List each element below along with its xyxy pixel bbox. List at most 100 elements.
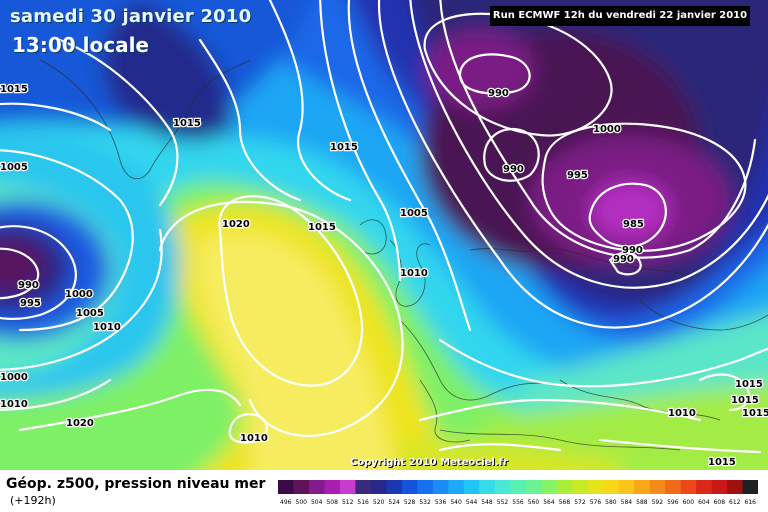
color-scale: 496 500 504 508 512 516 520 524 528 532 536 540 544 5…	[278, 480, 758, 506]
isobar-label: 1020	[66, 418, 94, 429]
scale-swatch	[308, 480, 325, 494]
scale-label: 508	[326, 499, 338, 506]
scale-swatch	[742, 480, 758, 494]
isobar-label: 1015	[742, 408, 768, 419]
isobar-label: 1010	[668, 408, 696, 419]
isobar-label: 1015	[308, 222, 336, 233]
isobars	[0, 0, 768, 452]
scale-swatch	[278, 480, 294, 494]
scale-swatch	[525, 480, 542, 494]
scale-swatch	[556, 480, 573, 494]
scale-swatch	[432, 480, 449, 494]
scale-swatch	[494, 480, 511, 494]
scale-swatch	[355, 480, 372, 494]
isobar-label: 1010	[240, 433, 268, 444]
isobar-label: 990	[18, 280, 39, 291]
scale-swatch	[587, 480, 604, 494]
geopotential-field	[0, 0, 768, 470]
scale-label: 544	[466, 499, 478, 506]
scale-label: 568	[559, 499, 571, 506]
scale-swatch	[510, 480, 527, 494]
scale-label: 512	[342, 499, 354, 506]
scale-swatch	[680, 480, 697, 494]
scale-label: 564	[543, 499, 555, 506]
scale-swatch	[370, 480, 387, 494]
isobar-label: 995	[567, 170, 588, 181]
scale-label: 604	[698, 499, 710, 506]
isobar-label: 1005	[76, 308, 104, 319]
scale-label: 576	[590, 499, 602, 506]
scale-swatch	[727, 480, 743, 494]
scale-swatch	[479, 480, 496, 494]
forecast-local-time: 13:00 locale	[12, 33, 149, 57]
legend-title: Géop. z500, pression niveau mer	[6, 476, 266, 492]
scale-label: 560	[528, 499, 540, 506]
scale-swatch	[324, 480, 341, 494]
scale-label: 552	[497, 499, 509, 506]
scale-label: 496	[280, 499, 292, 506]
isobar-label: 1000	[0, 372, 28, 383]
isobar-label: 1015	[735, 379, 763, 390]
isobar-label: 1005	[400, 208, 428, 219]
pressure-map: 1015 1015 1015 1005 1020 1015 1005 1010 …	[0, 0, 768, 470]
scale-label: 616	[745, 499, 757, 506]
scale-label: 584	[621, 499, 633, 506]
isobar-label: 1015	[173, 118, 201, 129]
scale-swatch	[696, 480, 712, 494]
scale-label: 500	[296, 499, 308, 506]
isobar-label: 990	[613, 254, 634, 265]
scale-label: 540	[450, 499, 462, 506]
legend-lead-time: (+192h)	[10, 494, 56, 507]
scale-label: 588	[636, 499, 648, 506]
isobar-label: 990	[503, 164, 524, 175]
scale-swatch	[339, 480, 356, 494]
isobar-label: 1000	[65, 289, 93, 300]
isobar-label: 990	[488, 88, 509, 99]
scale-label: 608	[714, 499, 726, 506]
scale-label: 524	[388, 499, 400, 506]
scale-swatch	[603, 480, 619, 494]
scale-label: 520	[373, 499, 385, 506]
coastlines	[39, 59, 768, 451]
scale-label: 612	[729, 499, 741, 506]
isobar-label: 1020	[222, 219, 250, 230]
scale-swatch	[634, 480, 650, 494]
scale-swatch	[665, 480, 681, 494]
model-run-info: Run ECMWF 12h du vendredi 22 janvier 201…	[490, 6, 750, 26]
isobar-label: 985	[623, 219, 644, 230]
isobar-label: 1000	[593, 124, 621, 135]
scale-swatch	[541, 480, 558, 494]
scale-label: 592	[652, 499, 664, 506]
scale-label: 536	[435, 499, 447, 506]
scale-swatch	[618, 480, 635, 494]
scale-label: 600	[683, 499, 695, 506]
isobar-label: 1015	[708, 457, 736, 468]
scale-label: 532	[419, 499, 431, 506]
isobar-label: 1010	[400, 268, 428, 279]
scale-swatch	[463, 480, 480, 494]
isobar-labels: 1015 1015 1015 1005 1020 1015 1005 1010 …	[0, 83, 768, 470]
scale-label: 504	[311, 499, 323, 506]
scale-swatch	[572, 480, 588, 494]
scale-swatch	[386, 480, 403, 494]
scale-label: 596	[667, 499, 679, 506]
scale-label: 548	[481, 499, 493, 506]
scale-swatch	[448, 480, 465, 494]
isobar-label: 1010	[93, 322, 121, 333]
scale-swatch	[649, 480, 666, 494]
isobar-label: 995	[20, 298, 41, 309]
copyright-notice: Copyright 2010 Meteociel.fr	[350, 457, 508, 468]
scale-label: 580	[605, 499, 617, 506]
scale-swatch	[293, 480, 310, 494]
scale-label: 516	[357, 499, 369, 506]
scale-label: 556	[512, 499, 524, 506]
scale-label: 572	[574, 499, 586, 506]
isobar-label: 1015	[330, 142, 358, 153]
isobar-label: 1015	[0, 84, 28, 95]
isobar-label: 1015	[731, 395, 759, 406]
isobar-label: 1005	[0, 162, 28, 173]
forecast-date: samedi 30 janvier 2010	[10, 6, 252, 27]
scale-label: 528	[404, 499, 416, 506]
isobar-label: 1010	[0, 399, 28, 410]
